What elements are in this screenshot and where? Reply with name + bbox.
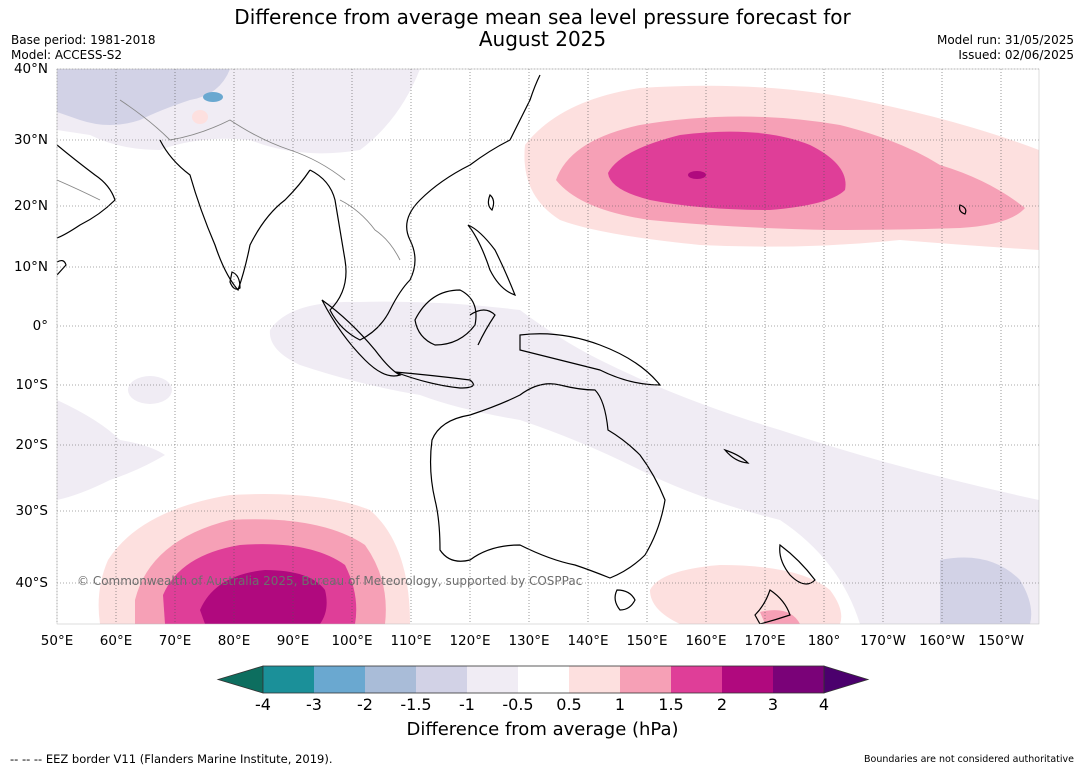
longitude-label: 90°E: [276, 633, 310, 649]
positive-anomaly-pacific-core: [688, 171, 706, 179]
colorbar-tick-label: -1.5: [400, 695, 432, 714]
colorbar-tick-label: 1: [614, 695, 626, 714]
negative-anomaly-region-se: [940, 557, 1032, 624]
colorbar-tick-label: -1: [459, 695, 475, 714]
map-title-line1: Difference from average mean sea level p…: [234, 5, 851, 29]
model-run-label: Model run: 31/05/2025: [936, 33, 1074, 47]
negative-anomaly-west: [57, 400, 165, 500]
colorbar-tick-label: 1.5: [658, 695, 684, 714]
sri-lanka-coastline: [229, 271, 241, 290]
eez-border-note: -- -- -- EEZ border V11 (Flanders Marine…: [10, 752, 333, 766]
colorbar: [216, 665, 870, 694]
positive-anomaly-tasman: [650, 565, 842, 624]
colorbar-tick-label: 2: [716, 695, 728, 714]
colorbar-swatch: [620, 666, 671, 693]
philippines-coastline: [467, 224, 517, 296]
latitude-label: 0°: [32, 318, 48, 334]
colorbar-swatch: [416, 666, 467, 693]
model-label: Model: ACCESS-S2: [11, 48, 123, 62]
colorbar-swatch: [671, 666, 722, 693]
colorbar-title: Difference from average (hPa): [406, 719, 679, 740]
sulawesi-coastline: [469, 309, 496, 346]
java-coastline: [394, 371, 474, 389]
colorbar-tick-label: -3: [306, 695, 322, 714]
colorbar-swatch: [722, 666, 773, 693]
longitude-label: 160°W: [919, 633, 965, 649]
sumatra-coastline: [321, 299, 402, 377]
new-caledonia-coastline: [723, 448, 750, 464]
latitude-label: 40°N: [13, 61, 48, 77]
country-borders: [57, 99, 401, 261]
positive-anomaly-south-core: [200, 570, 327, 624]
longitude-label: 170°E: [744, 633, 786, 649]
taiwan-coastline: [487, 194, 495, 211]
longitude-label: 150°W: [978, 633, 1024, 649]
india-coastline: [159, 139, 311, 292]
copyright-notice: © Commonwealth of Australia 2025, Bureau…: [77, 574, 583, 588]
map-frame: [56, 68, 1040, 625]
negative-anomaly-indian: [128, 376, 172, 404]
colorbar-swatch: [773, 666, 824, 693]
longitude-label: 160°E: [685, 633, 727, 649]
negative-anomaly-region-nw-core: [57, 69, 230, 125]
colorbar-swatch: [569, 666, 620, 693]
negative-anomaly-band-tropics: [269, 301, 1039, 624]
longitude-label: 80°E: [217, 633, 251, 649]
se-asia-coastline: [309, 139, 511, 341]
new-zealand-coastline: [754, 543, 816, 624]
latitude-label: 40°S: [15, 575, 49, 591]
colorbar-tick-label: -4: [255, 695, 271, 714]
longitude-label: 150°E: [626, 633, 668, 649]
tasmania-coastline: [614, 589, 636, 611]
longitude-label: 180°: [807, 633, 841, 649]
arabia-coastline: [57, 144, 116, 239]
borneo-coastline: [414, 289, 477, 346]
longitude-label: 100°E: [331, 633, 373, 649]
longitude-label: 50°E: [40, 633, 74, 649]
positive-anomaly-pacific-2: [608, 131, 846, 210]
longitude-label: 120°E: [449, 633, 491, 649]
longitude-label: 140°E: [567, 633, 609, 649]
positive-anomaly-spot: [192, 110, 208, 124]
colorbar-swatch: [263, 666, 314, 693]
colorbar-lower-extension: [216, 665, 264, 694]
colorbar-tick-label: 0.5: [556, 695, 582, 714]
latitude-label: 30°N: [13, 132, 48, 148]
map-title-line2: August 2025: [478, 27, 607, 51]
pressure-anomaly-field: [57, 69, 1039, 624]
hawaii-coastline: [958, 204, 967, 215]
longitude-label: 70°E: [158, 633, 192, 649]
colorbar-swatch: [365, 666, 416, 693]
negative-anomaly-spot: [203, 92, 223, 102]
colorbar-tick-label: 4: [818, 695, 830, 714]
longitude-label: 110°E: [390, 633, 432, 649]
colorbar-tick-label: -0.5: [502, 695, 534, 714]
colorbar-swatch: [518, 666, 569, 693]
longitude-label: 170°W: [860, 633, 906, 649]
colorbar-tick-label: -2: [357, 695, 373, 714]
colorbar-tick-label: 3: [767, 695, 779, 714]
longitude-label: 130°E: [508, 633, 550, 649]
longitude-label: 60°E: [99, 633, 133, 649]
colorbar-swatch: [467, 666, 518, 693]
japan-coastline: [509, 74, 541, 141]
africa-horn-coastline: [57, 259, 67, 276]
base-period-label: Base period: 1981-2018: [11, 33, 156, 47]
latitude-label: 20°S: [15, 437, 49, 453]
colorbar-frame: [262, 665, 825, 694]
latitude-label: 10°S: [15, 377, 49, 393]
latitude-label: 20°N: [13, 198, 48, 214]
issued-label: Issued: 02/06/2025: [958, 48, 1074, 62]
latitude-label: 10°N: [13, 259, 48, 275]
boundaries-disclaimer: Boundaries are not considered authoritat…: [864, 754, 1074, 765]
latitude-label: 30°S: [15, 503, 49, 519]
colorbar-upper-extension: [823, 665, 870, 694]
colorbar-swatch: [314, 666, 365, 693]
